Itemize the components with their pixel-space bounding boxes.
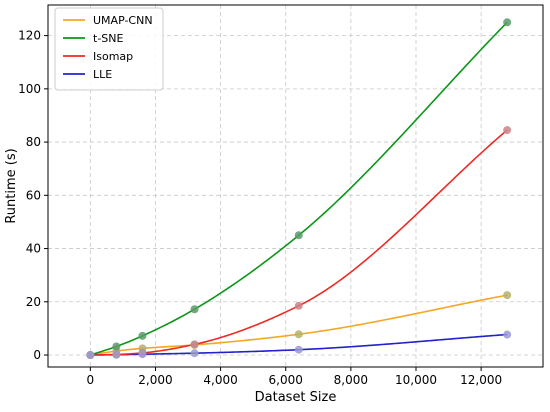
- x-tick-label: 0: [87, 373, 95, 387]
- data-point-t-sne: [190, 305, 199, 314]
- data-point-lle: [190, 349, 199, 358]
- data-point-umap-cnn: [503, 291, 512, 300]
- y-tick-label: 40: [26, 242, 41, 256]
- data-point-t-sne: [138, 331, 147, 340]
- data-point-isomap: [503, 126, 512, 135]
- y-tick-label: 20: [26, 295, 41, 309]
- series-line-isomap: [90, 129, 508, 356]
- y-tick-label: 100: [18, 82, 41, 96]
- legend-label: t-SNE: [93, 32, 123, 45]
- x-tick-label: 10,000: [395, 373, 437, 387]
- data-point-lle: [294, 345, 303, 354]
- y-tick-label: 120: [18, 29, 41, 43]
- data-point-t-sne: [112, 342, 121, 351]
- data-point-t-sne: [503, 18, 512, 27]
- x-axis-label: Dataset Size: [255, 390, 337, 405]
- legend-label: LLE: [93, 68, 112, 81]
- y-tick-label: 0: [33, 348, 41, 362]
- x-tick-label: 12,000: [460, 373, 502, 387]
- data-point-isomap: [190, 340, 199, 349]
- legend-label: Isomap: [93, 50, 133, 63]
- series-markers: [86, 18, 512, 360]
- legend-label: UMAP-CNN: [93, 14, 153, 27]
- data-point-lle: [112, 350, 121, 359]
- legend: UMAP-CNN t-SNE Isomap LLE: [54, 7, 164, 91]
- legend-box: [54, 7, 164, 91]
- plot-frame: [47, 4, 544, 368]
- grid: [48, 5, 543, 367]
- data-point-lle: [86, 351, 95, 360]
- x-tick-label: 4,000: [203, 373, 237, 387]
- data-point-t-sne: [294, 231, 303, 240]
- x-tick-label: 8,000: [334, 373, 368, 387]
- y-tick-label: 80: [26, 135, 41, 149]
- axis-ticks: 0 2,000 4,000 6,000 8,000 10,000 12,000 0 20 40 60…: [18, 29, 502, 387]
- data-point-lle: [503, 330, 512, 339]
- data-point-lle: [138, 350, 147, 359]
- y-tick-label: 60: [26, 188, 41, 202]
- x-tick-label: 2,000: [138, 373, 172, 387]
- x-tick-label: 6,000: [269, 373, 303, 387]
- data-point-isomap: [294, 301, 303, 310]
- y-axis-label: Runtime (s): [4, 148, 19, 223]
- data-point-umap-cnn: [294, 330, 303, 339]
